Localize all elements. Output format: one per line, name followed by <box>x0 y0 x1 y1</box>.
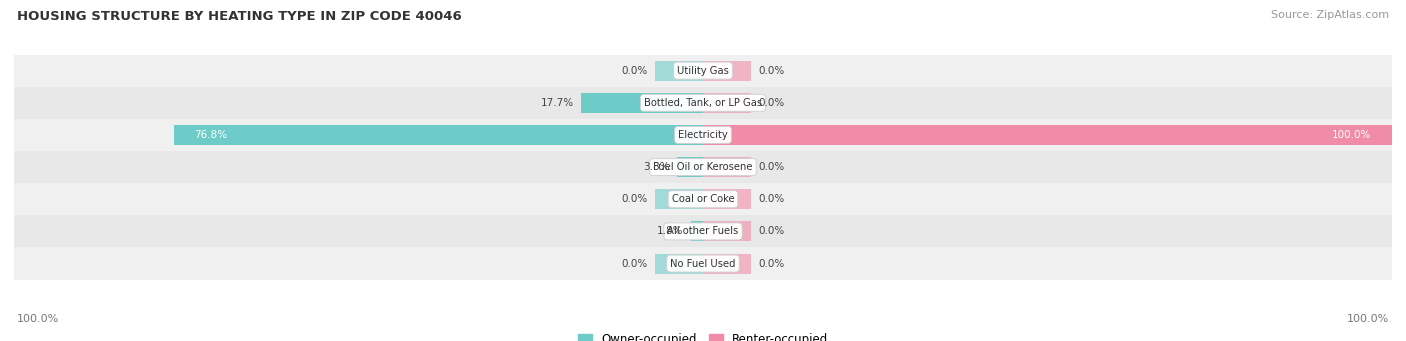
Legend: Owner-occupied, Renter-occupied: Owner-occupied, Renter-occupied <box>578 333 828 341</box>
Bar <box>655 61 703 80</box>
Text: 0.0%: 0.0% <box>758 162 785 172</box>
Bar <box>14 248 1392 280</box>
Text: 100.0%: 100.0% <box>1331 130 1371 140</box>
Bar <box>14 151 1392 183</box>
Text: 100.0%: 100.0% <box>1347 314 1389 324</box>
Bar <box>14 215 1392 248</box>
Bar <box>703 157 751 177</box>
Text: 0.0%: 0.0% <box>621 194 648 204</box>
Bar <box>14 119 1392 151</box>
Bar <box>676 157 703 177</box>
Bar <box>14 55 1392 87</box>
Text: Fuel Oil or Kerosene: Fuel Oil or Kerosene <box>654 162 752 172</box>
Text: 0.0%: 0.0% <box>758 258 785 269</box>
Text: Electricity: Electricity <box>678 130 728 140</box>
Bar <box>14 87 1392 119</box>
Text: 3.8%: 3.8% <box>644 162 669 172</box>
Bar <box>703 221 751 241</box>
Text: 76.8%: 76.8% <box>194 130 228 140</box>
Text: 0.0%: 0.0% <box>758 194 785 204</box>
Bar <box>703 93 751 113</box>
Text: Utility Gas: Utility Gas <box>678 65 728 76</box>
Text: 0.0%: 0.0% <box>621 65 648 76</box>
Text: No Fuel Used: No Fuel Used <box>671 258 735 269</box>
Text: 17.7%: 17.7% <box>541 98 574 108</box>
Text: 100.0%: 100.0% <box>17 314 59 324</box>
Bar <box>703 254 751 273</box>
Text: 0.0%: 0.0% <box>758 226 785 236</box>
Text: Bottled, Tank, or LP Gas: Bottled, Tank, or LP Gas <box>644 98 762 108</box>
Text: 1.8%: 1.8% <box>657 226 683 236</box>
Text: Coal or Coke: Coal or Coke <box>672 194 734 204</box>
Bar <box>655 189 703 209</box>
Bar <box>703 125 1392 145</box>
Bar <box>703 61 751 80</box>
Bar <box>14 183 1392 215</box>
Text: 0.0%: 0.0% <box>621 258 648 269</box>
Bar <box>581 93 703 113</box>
Text: HOUSING STRUCTURE BY HEATING TYPE IN ZIP CODE 40046: HOUSING STRUCTURE BY HEATING TYPE IN ZIP… <box>17 10 461 23</box>
Bar <box>703 189 751 209</box>
Text: 0.0%: 0.0% <box>758 98 785 108</box>
Bar <box>174 125 703 145</box>
Text: Source: ZipAtlas.com: Source: ZipAtlas.com <box>1271 10 1389 20</box>
Text: 0.0%: 0.0% <box>758 65 785 76</box>
Bar <box>690 221 703 241</box>
Text: All other Fuels: All other Fuels <box>668 226 738 236</box>
Bar <box>655 254 703 273</box>
